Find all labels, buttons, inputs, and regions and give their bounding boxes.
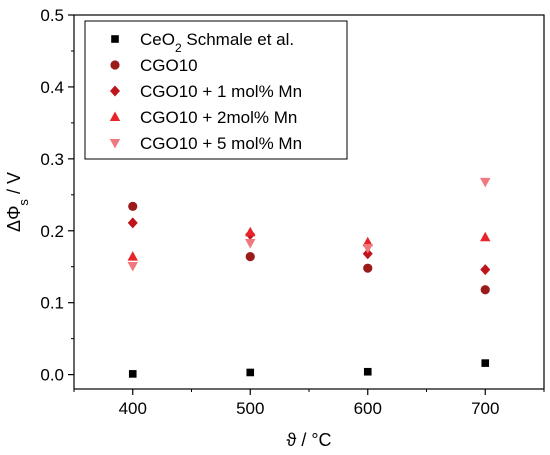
data-point (127, 262, 138, 272)
data-marks (127, 177, 491, 378)
axis-ticks: 400 500 600 700 0.0 0.1 0.2 0.3 0.4 0.5 (40, 6, 545, 418)
y-tick-label: 0.1 (40, 294, 64, 313)
data-point (480, 177, 491, 188)
legend-box (84, 20, 348, 160)
x-tick-label: 500 (236, 399, 264, 418)
data-point (362, 236, 373, 247)
legend-entry: CGO10 + 5 mol% Mn (140, 134, 302, 153)
data-point (362, 248, 373, 260)
legend-marker (109, 111, 121, 121)
legend-marker (110, 85, 120, 97)
data-point (128, 370, 137, 378)
data-point (480, 231, 491, 242)
data-point (362, 244, 373, 254)
data-point (245, 238, 256, 249)
legend-entry: CeO2 Schmale et al. (140, 30, 294, 55)
legend-entry: CGO10 (140, 56, 198, 75)
x-axis-title: ϑ / °C (286, 430, 331, 450)
legend-entry: CGO10 + 2mol% Mn (140, 108, 297, 127)
legend: CeO2 Schmale et al.CGO10 CGO10 + 1 mol% M… (109, 30, 302, 153)
data-point (128, 201, 138, 211)
legend-marker (111, 35, 119, 43)
data-point (245, 226, 256, 237)
data-point (127, 217, 138, 229)
data-point (363, 367, 372, 376)
data-point (481, 359, 490, 367)
legend-entry: CGO10 + 1 mol% Mn (140, 82, 302, 101)
x-tick-label: 400 (119, 399, 147, 418)
data-point (127, 251, 138, 261)
x-tick-label: 600 (354, 399, 382, 418)
y-tick-label: 0.3 (40, 150, 64, 169)
data-point (363, 263, 373, 273)
legend-marker (109, 139, 121, 149)
data-point (246, 368, 255, 377)
x-tick-label: 700 (471, 399, 499, 418)
data-point (245, 252, 255, 262)
y-axis-title: ΔΦs / V (4, 172, 31, 232)
y-tick-label: 0.5 (40, 6, 64, 25)
legend-marker (110, 60, 120, 70)
data-point (480, 285, 490, 295)
y-tick-label: 0.4 (40, 78, 64, 97)
y-tick-label: 0.2 (40, 222, 64, 241)
data-point (480, 264, 491, 276)
y-tick-label: 0.0 (40, 366, 64, 385)
